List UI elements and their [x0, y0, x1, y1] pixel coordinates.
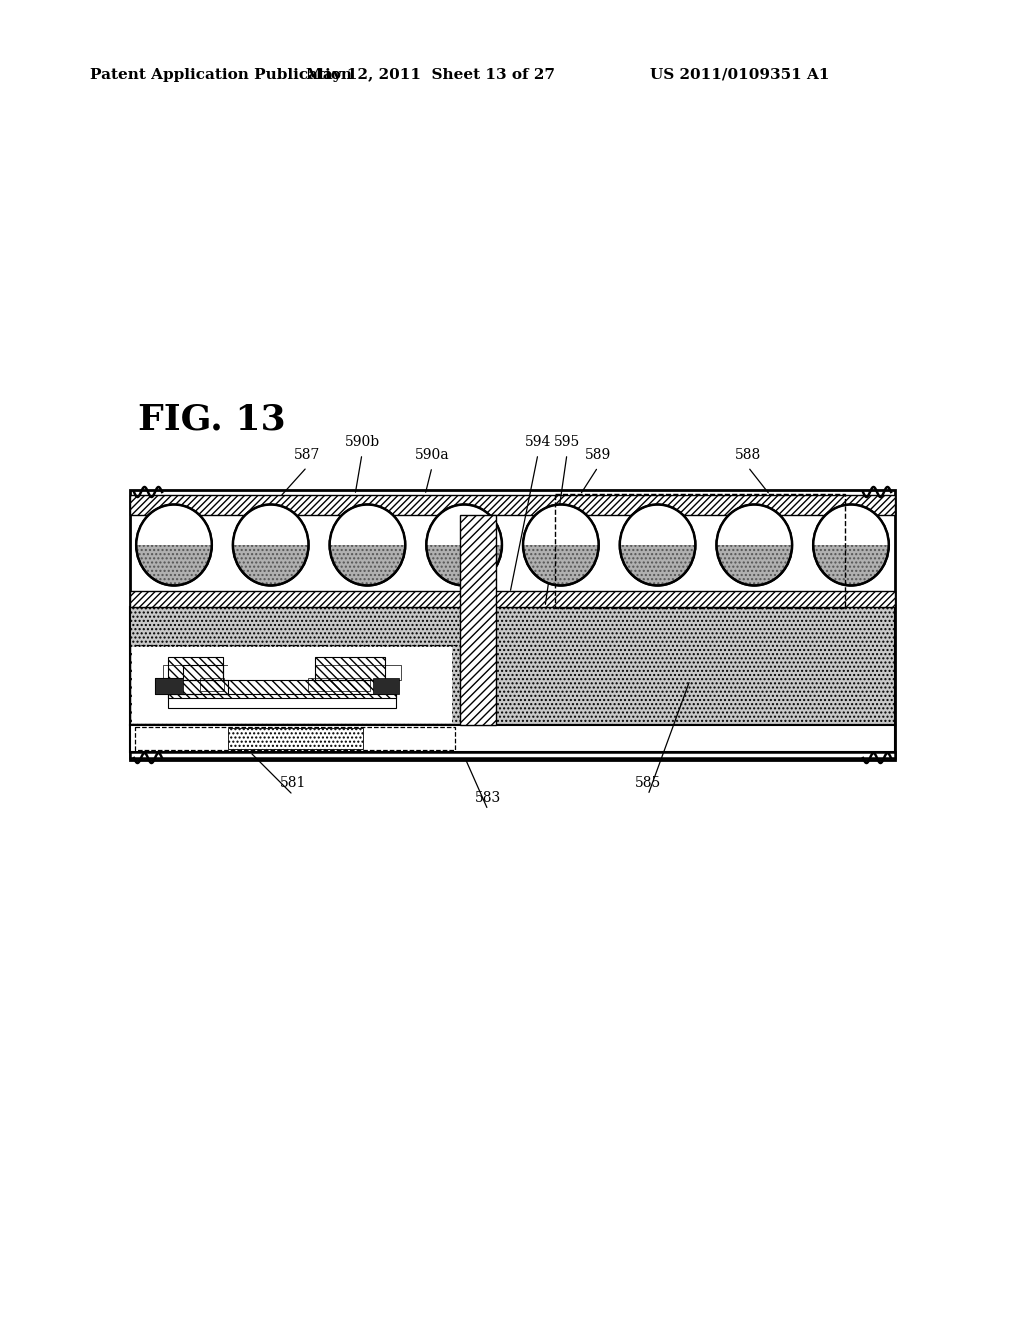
- Bar: [168, 657, 223, 680]
- Bar: [555, 494, 845, 609]
- Bar: [168, 680, 396, 698]
- Bar: [130, 752, 895, 758]
- Bar: [130, 495, 895, 515]
- Polygon shape: [523, 506, 599, 545]
- Text: 583: 583: [475, 791, 501, 805]
- Bar: [228, 729, 362, 748]
- Bar: [315, 657, 385, 680]
- Bar: [308, 678, 370, 690]
- Ellipse shape: [232, 504, 308, 586]
- Bar: [132, 647, 452, 723]
- Bar: [200, 678, 224, 690]
- Polygon shape: [426, 506, 502, 545]
- Polygon shape: [717, 506, 793, 545]
- Bar: [228, 657, 315, 680]
- Text: 581: 581: [280, 776, 306, 789]
- Polygon shape: [813, 506, 889, 545]
- Ellipse shape: [717, 504, 793, 586]
- Polygon shape: [155, 665, 228, 694]
- Bar: [460, 515, 496, 725]
- Text: FIG. 13: FIG. 13: [138, 403, 286, 437]
- Text: 594: 594: [525, 436, 551, 449]
- Polygon shape: [136, 506, 212, 545]
- Bar: [135, 727, 455, 750]
- Bar: [155, 678, 183, 694]
- Text: US 2011/0109351 A1: US 2011/0109351 A1: [650, 69, 829, 82]
- Ellipse shape: [813, 504, 889, 586]
- Bar: [130, 725, 895, 752]
- Ellipse shape: [330, 504, 406, 586]
- Text: 585: 585: [635, 776, 662, 789]
- Bar: [130, 591, 895, 607]
- Text: May 12, 2011  Sheet 13 of 27: May 12, 2011 Sheet 13 of 27: [305, 69, 555, 82]
- Text: Patent Application Publication: Patent Application Publication: [90, 69, 352, 82]
- Polygon shape: [620, 506, 695, 545]
- Bar: [163, 665, 401, 680]
- Bar: [168, 694, 396, 708]
- Text: 588: 588: [735, 447, 761, 462]
- Polygon shape: [330, 506, 406, 545]
- Ellipse shape: [523, 504, 599, 586]
- Text: 590b: 590b: [344, 436, 380, 449]
- Text: 595: 595: [554, 436, 581, 449]
- Ellipse shape: [620, 504, 695, 586]
- Polygon shape: [232, 506, 308, 545]
- Bar: [130, 607, 895, 725]
- Bar: [373, 678, 399, 694]
- Text: 589: 589: [585, 447, 611, 462]
- Ellipse shape: [136, 504, 212, 586]
- Text: 590a: 590a: [415, 447, 450, 462]
- Ellipse shape: [426, 504, 502, 586]
- Bar: [130, 490, 895, 760]
- Text: 587: 587: [294, 447, 321, 462]
